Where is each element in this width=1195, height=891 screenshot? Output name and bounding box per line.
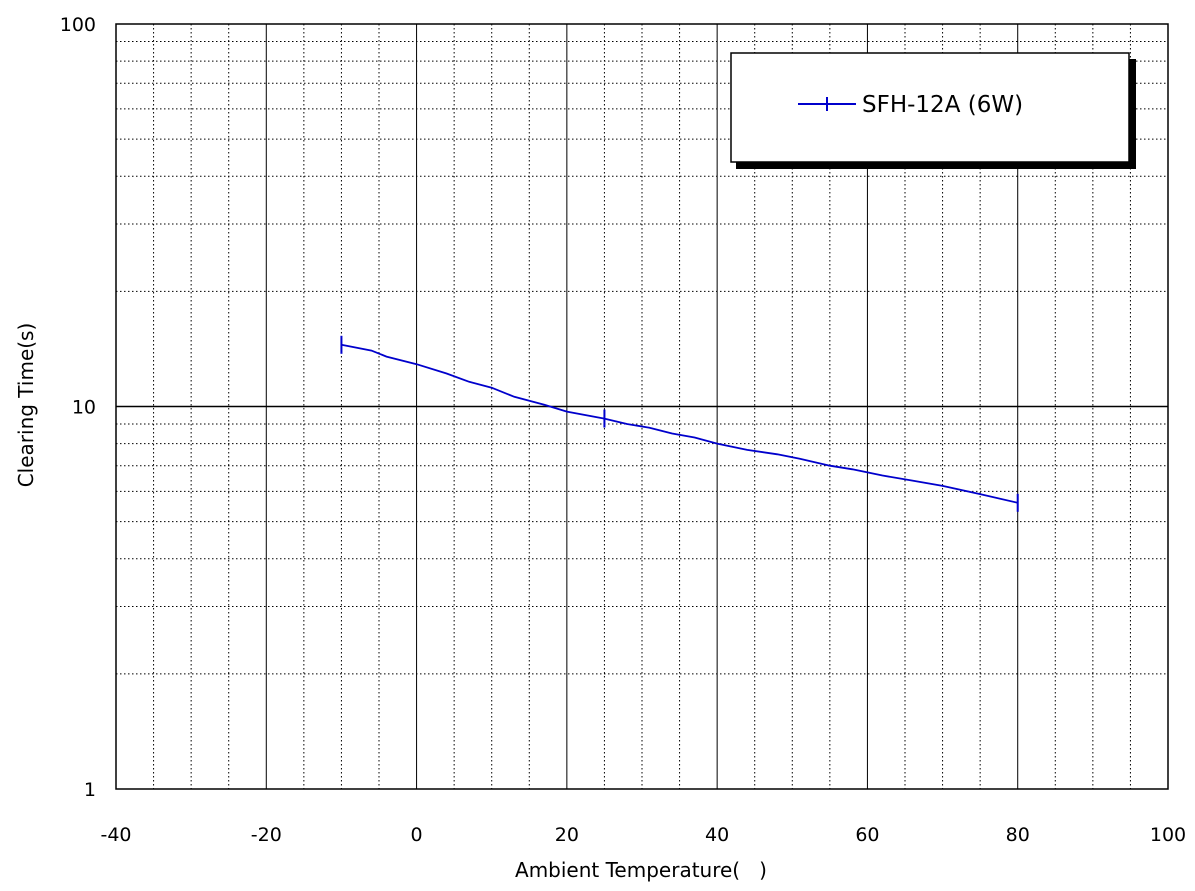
x-tick-label: -20 bbox=[251, 824, 282, 846]
y-tick-label: 10 bbox=[72, 397, 96, 419]
legend: SFH-12A (6W) bbox=[730, 52, 1136, 169]
series-layer bbox=[340, 335, 1019, 512]
x-axis-title: Ambient Temperature( ) bbox=[515, 858, 767, 882]
legend-label: SFH-12A (6W) bbox=[862, 92, 1023, 118]
x-tick-label: 20 bbox=[555, 824, 579, 846]
x-tick-label: 80 bbox=[1006, 824, 1030, 846]
x-axis-ticks: -40 -20 0 20 40 60 80 100 bbox=[100, 824, 1186, 846]
x-tick-label: 100 bbox=[1150, 824, 1186, 846]
x-tick-label: 40 bbox=[705, 824, 729, 846]
y-axis-ticks: 1 10 100 bbox=[60, 14, 96, 801]
x-tick-label: -40 bbox=[100, 824, 131, 846]
x-tick-label: 60 bbox=[855, 824, 879, 846]
plot-area-frame bbox=[115, 23, 1169, 790]
y-tick-label: 1 bbox=[84, 779, 96, 801]
x-tick-label: 0 bbox=[411, 824, 423, 846]
y-axis-title: Clearing Time(s) bbox=[14, 323, 38, 488]
legend-box bbox=[730, 52, 1130, 163]
series-line bbox=[341, 343, 1018, 504]
y-tick-label: 100 bbox=[60, 14, 96, 36]
